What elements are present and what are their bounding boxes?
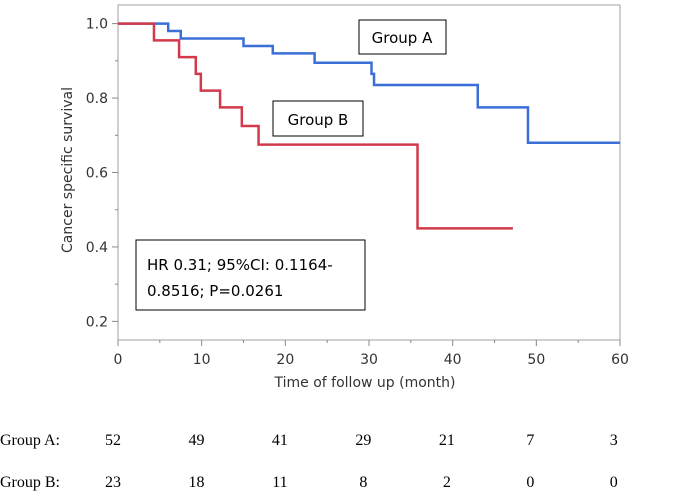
risk-value-group-b: 8 bbox=[359, 474, 367, 491]
x-tick-label: 0 bbox=[114, 352, 123, 368]
y-tick-label: 0.8 bbox=[86, 91, 108, 107]
hr-annotation-line-1: HR 0.31; 95%CI: 0.1164- bbox=[147, 256, 333, 274]
legend-label-group-a: Group A bbox=[372, 29, 433, 47]
y-axis: 0.2 0.4 0.6 0.8 1.0 bbox=[86, 17, 118, 330]
y-tick-label: 0.4 bbox=[86, 240, 108, 256]
y-axis-title: Cancer specific survival bbox=[60, 87, 76, 253]
risk-value-group-b: 18 bbox=[188, 474, 204, 491]
hr-annotation-line-2: 0.8516; P=0.0261 bbox=[147, 282, 283, 300]
series-line-group-b bbox=[118, 22, 513, 230]
x-axis: 0 10 20 30 40 50 60 bbox=[114, 340, 629, 368]
x-tick-label: 10 bbox=[193, 352, 211, 368]
series-line-group-a bbox=[118, 22, 620, 144]
risk-row-label-group-b: Group B: bbox=[0, 474, 60, 491]
risk-value-group-a: 29 bbox=[355, 432, 371, 449]
risk-value-group-a: 49 bbox=[188, 432, 204, 449]
risk-value-group-b: 0 bbox=[610, 474, 618, 491]
risk-value-group-a: 7 bbox=[526, 432, 534, 449]
risk-value-group-a: 41 bbox=[272, 432, 288, 449]
number-at-risk-table: Group A: Group B: 52 49 41 29 21 7 3 23 18 11 8 2 0 0 bbox=[0, 432, 618, 491]
x-tick-label: 20 bbox=[276, 352, 294, 368]
x-tick-label: 50 bbox=[527, 352, 545, 368]
y-tick-label: 1.0 bbox=[86, 17, 108, 33]
x-tick-label: 30 bbox=[360, 352, 378, 368]
risk-value-group-b: 11 bbox=[272, 474, 287, 491]
y-tick-label: 0.6 bbox=[86, 166, 108, 182]
risk-value-group-a: 52 bbox=[105, 432, 121, 449]
y-tick-label: 0.2 bbox=[86, 314, 108, 330]
legend-group-a: Group A bbox=[358, 19, 447, 55]
x-axis-title: Time of follow up (month) bbox=[274, 375, 456, 391]
risk-value-group-a: 21 bbox=[439, 432, 455, 449]
risk-value-group-b: 0 bbox=[526, 474, 534, 491]
risk-row-label-group-a: Group A: bbox=[0, 432, 60, 449]
series-layer bbox=[118, 22, 620, 230]
risk-value-group-b: 2 bbox=[443, 474, 451, 491]
legend-label-group-b: Group B bbox=[288, 111, 349, 129]
x-tick-label: 60 bbox=[611, 352, 629, 368]
legend-group-b: Group B bbox=[272, 100, 364, 137]
hr-annotation: HR 0.31; 95%CI: 0.1164- 0.8516; P=0.0261 bbox=[135, 239, 366, 311]
risk-value-group-a: 3 bbox=[610, 432, 618, 449]
risk-value-group-b: 23 bbox=[105, 474, 121, 491]
x-tick-label: 40 bbox=[444, 352, 462, 368]
